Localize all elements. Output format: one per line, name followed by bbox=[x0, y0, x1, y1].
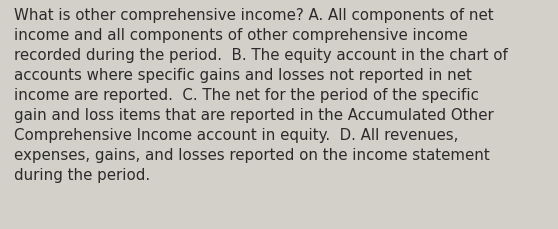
Text: What is other comprehensive income? A. All components of net
income and all comp: What is other comprehensive income? A. A… bbox=[14, 8, 508, 183]
